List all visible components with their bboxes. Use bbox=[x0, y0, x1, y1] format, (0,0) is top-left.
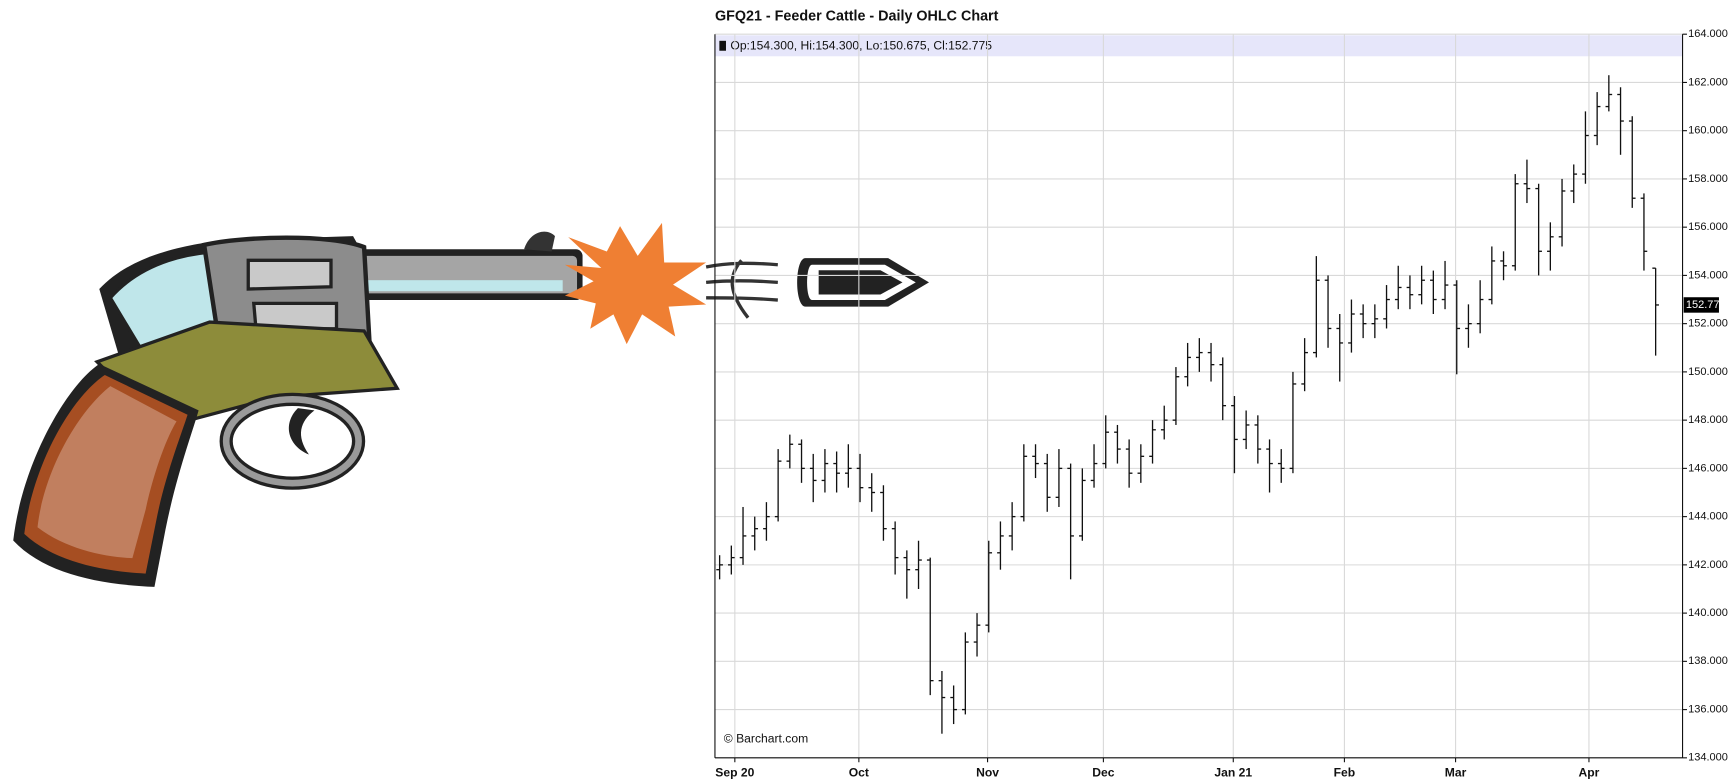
y-tick-label: 162.000 bbox=[1688, 76, 1728, 88]
info-band bbox=[714, 35, 1683, 57]
y-tick-label: 156.000 bbox=[1688, 221, 1728, 233]
chart-title: GFQ21 - Feeder Cattle - Daily OHLC Chart bbox=[715, 8, 999, 24]
x-tick-label: Dec bbox=[1092, 765, 1115, 779]
y-tick-label: 140.000 bbox=[1688, 607, 1728, 619]
y-tick-label: 138.000 bbox=[1688, 655, 1728, 667]
bullet-illustration bbox=[705, 258, 929, 319]
y-tick-label: 154.000 bbox=[1688, 269, 1728, 281]
y-tick-label: 146.000 bbox=[1688, 462, 1728, 474]
last-price-label: 152.775 bbox=[1686, 299, 1726, 311]
y-tick-label: 160.000 bbox=[1688, 125, 1728, 137]
x-tick-label: Sep 20 bbox=[715, 765, 754, 779]
y-tick-label: 142.000 bbox=[1688, 559, 1728, 571]
y-tick-label: 158.000 bbox=[1688, 173, 1728, 185]
muzzle-flash bbox=[564, 222, 707, 345]
ohlc-info: Op:154.300, Hi:154.300, Lo:150.675, Cl:1… bbox=[730, 39, 992, 53]
y-tick-label: 136.000 bbox=[1688, 703, 1728, 715]
y-tick-label: 148.000 bbox=[1688, 414, 1728, 426]
x-tick-label: Oct bbox=[849, 765, 869, 779]
x-tick-label: Feb bbox=[1334, 765, 1356, 779]
credit: © Barchart.com bbox=[724, 731, 808, 745]
x-tick-label: Apr bbox=[1579, 765, 1600, 779]
last-price-box bbox=[1683, 297, 1719, 313]
revolver-illustration bbox=[13, 231, 583, 587]
info-icon bbox=[719, 40, 726, 51]
y-tick-label: 150.000 bbox=[1688, 366, 1728, 378]
y-tick-label: 164.000 bbox=[1688, 28, 1728, 40]
x-tick-label: Mar bbox=[1445, 765, 1467, 779]
y-tick-label: 134.000 bbox=[1688, 752, 1728, 764]
plot: 134.000 136.000 138.000 140.000 142.000 144.0… bbox=[714, 28, 1728, 779]
y-tick-label: 144.000 bbox=[1688, 511, 1728, 523]
y-tick-label: 152.000 bbox=[1688, 318, 1728, 330]
x-tick-label: Jan 21 bbox=[1214, 765, 1252, 779]
x-tick-label: Nov bbox=[976, 765, 999, 779]
